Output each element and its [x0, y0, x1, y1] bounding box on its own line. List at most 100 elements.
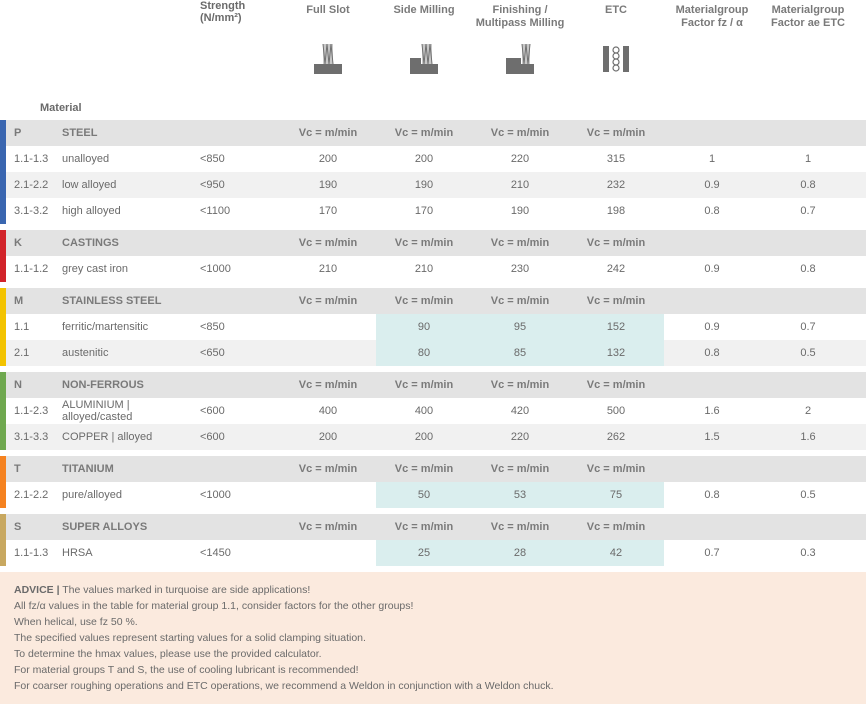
table-row: 2.1-2.2pure/alloyed<10005053750.80.5 — [0, 482, 866, 508]
value-cell: 95 — [472, 314, 568, 340]
factor-fz: 1 — [664, 153, 760, 165]
factor-ae: 0.8 — [760, 263, 856, 275]
factor-ae: 2 — [760, 405, 856, 417]
value-cell: 198 — [568, 205, 664, 217]
value-cell: 220 — [472, 431, 568, 443]
material-name: grey cast iron — [62, 263, 200, 275]
value-cell: 80 — [376, 340, 472, 366]
value-cell: 400 — [280, 405, 376, 417]
material-name: austenitic — [62, 347, 200, 359]
table-body: PSTEELVc = m/minVc = m/minVc = m/minVc =… — [0, 120, 866, 572]
value-cell: 50 — [376, 482, 472, 508]
header-fullslot: Full Slot — [280, 0, 376, 76]
advice-line-4: To determine the hmax values, please use… — [14, 648, 322, 660]
advice-line-2: When helical, use fz 50 %. — [14, 616, 138, 628]
value-cell: 230 — [472, 263, 568, 275]
category-row-P: PSTEELVc = m/minVc = m/minVc = m/minVc =… — [0, 120, 866, 146]
factor-fz: 0.9 — [664, 263, 760, 275]
material-code: 3.1-3.3 — [6, 431, 62, 443]
strength-value: <1450 — [200, 547, 280, 559]
section-name: SUPER ALLOYS — [62, 521, 200, 533]
factor-fz: 0.9 — [664, 179, 760, 191]
section-name: STEEL — [62, 127, 200, 139]
value-cell: 400 — [376, 405, 472, 417]
advice-head: ADVICE | — [14, 584, 60, 596]
header-material-col: Material — [0, 0, 200, 120]
material-code: 3.1-3.2 — [6, 205, 62, 217]
value-cell: 152 — [568, 314, 664, 340]
header-factor-fz: Materialgroup Factor fz / α — [664, 0, 760, 54]
value-cell: 232 — [568, 179, 664, 191]
table-row: 1.1-1.3unalloyed<85020020022031511 — [0, 146, 866, 172]
milling-data-table: Material Strength (N/mm²) Full Slot Side… — [0, 0, 866, 704]
header-finishing: Finishing / Multipass Milling — [472, 0, 568, 76]
value-cell: 200 — [280, 431, 376, 443]
header-side-label: Side Milling — [393, 4, 454, 34]
vc-header: Vc = m/min — [472, 463, 568, 475]
material-code: 1.1-1.2 — [6, 263, 62, 275]
category-row-K: KCASTINGSVc = m/minVc = m/minVc = m/minV… — [0, 230, 866, 256]
header-factor-ae-label: Materialgroup Factor ae ETC — [760, 4, 856, 30]
value-cell: 190 — [376, 179, 472, 191]
vc-header: Vc = m/min — [472, 237, 568, 249]
etc-icon — [599, 42, 633, 76]
vc-header: Vc = m/min — [568, 379, 664, 391]
material-code: 2.1-2.2 — [6, 489, 62, 501]
section-code: T — [6, 463, 62, 475]
factor-ae: 0.5 — [760, 347, 856, 359]
vc-header: Vc = m/min — [472, 127, 568, 139]
header-etc: ETC — [568, 0, 664, 76]
value-cell: 210 — [376, 263, 472, 275]
section-code: S — [6, 521, 62, 533]
vc-header: Vc = m/min — [376, 127, 472, 139]
category-row-T: TTITANIUMVc = m/minVc = m/minVc = m/minV… — [0, 456, 866, 482]
table-row: 1.1-1.2grey cast iron<10002102102302420.… — [0, 256, 866, 282]
factor-ae: 1.6 — [760, 431, 856, 443]
value-cell: 500 — [568, 405, 664, 417]
header-factor-ae: Materialgroup Factor ae ETC — [760, 0, 856, 54]
vc-header: Vc = m/min — [376, 463, 472, 475]
strength-value: <600 — [200, 405, 280, 417]
vc-header: Vc = m/min — [280, 521, 376, 533]
value-cell: 210 — [280, 263, 376, 275]
value-cell: 220 — [472, 153, 568, 165]
value-cell: 190 — [472, 205, 568, 217]
header-material-label: Material — [40, 102, 82, 120]
strength-value: <850 — [200, 321, 280, 333]
category-row-S: SSUPER ALLOYSVc = m/minVc = m/minVc = m/… — [0, 514, 866, 540]
header-finishing-label: Finishing / Multipass Milling — [472, 4, 568, 34]
material-name: ferritic/martensitic — [62, 321, 200, 333]
value-cell: 210 — [472, 179, 568, 191]
value-cell: 190 — [280, 179, 376, 191]
material-name: HRSA — [62, 547, 200, 559]
value-cell: 315 — [568, 153, 664, 165]
factor-ae: 1 — [760, 153, 856, 165]
material-name: low alloyed — [62, 179, 200, 191]
value-cell: 262 — [568, 431, 664, 443]
advice-line-1: All fz/α values in the table for materia… — [14, 600, 413, 612]
value-cell: 200 — [280, 153, 376, 165]
strength-value: <1100 — [200, 205, 280, 217]
factor-fz: 0.7 — [664, 547, 760, 559]
advice-line-3: The specified values represent starting … — [14, 632, 366, 644]
table-row: 2.1-2.2low alloyed<9501901902102320.90.8 — [0, 172, 866, 198]
advice-line-6: For coarser roughing operations and ETC … — [14, 680, 553, 692]
vc-header: Vc = m/min — [568, 127, 664, 139]
value-cell: 200 — [376, 431, 472, 443]
value-cell: 53 — [472, 482, 568, 508]
vc-header: Vc = m/min — [376, 295, 472, 307]
value-cell: 28 — [472, 540, 568, 566]
factor-ae: 0.8 — [760, 179, 856, 191]
header-side: Side Milling — [376, 0, 472, 76]
vc-header: Vc = m/min — [376, 237, 472, 249]
value-cell: 420 — [472, 405, 568, 417]
header-factor-fz-label: Materialgroup Factor fz / α — [664, 4, 760, 30]
value-cell: 25 — [376, 540, 472, 566]
section-name: STAINLESS STEEL — [62, 295, 200, 307]
value-cell: 42 — [568, 540, 664, 566]
vc-header: Vc = m/min — [472, 521, 568, 533]
material-name: pure/alloyed — [62, 489, 200, 501]
vc-header: Vc = m/min — [280, 379, 376, 391]
material-code: 1.1 — [6, 321, 62, 333]
category-row-N: NNON-FERROUSVc = m/minVc = m/minVc = m/m… — [0, 372, 866, 398]
